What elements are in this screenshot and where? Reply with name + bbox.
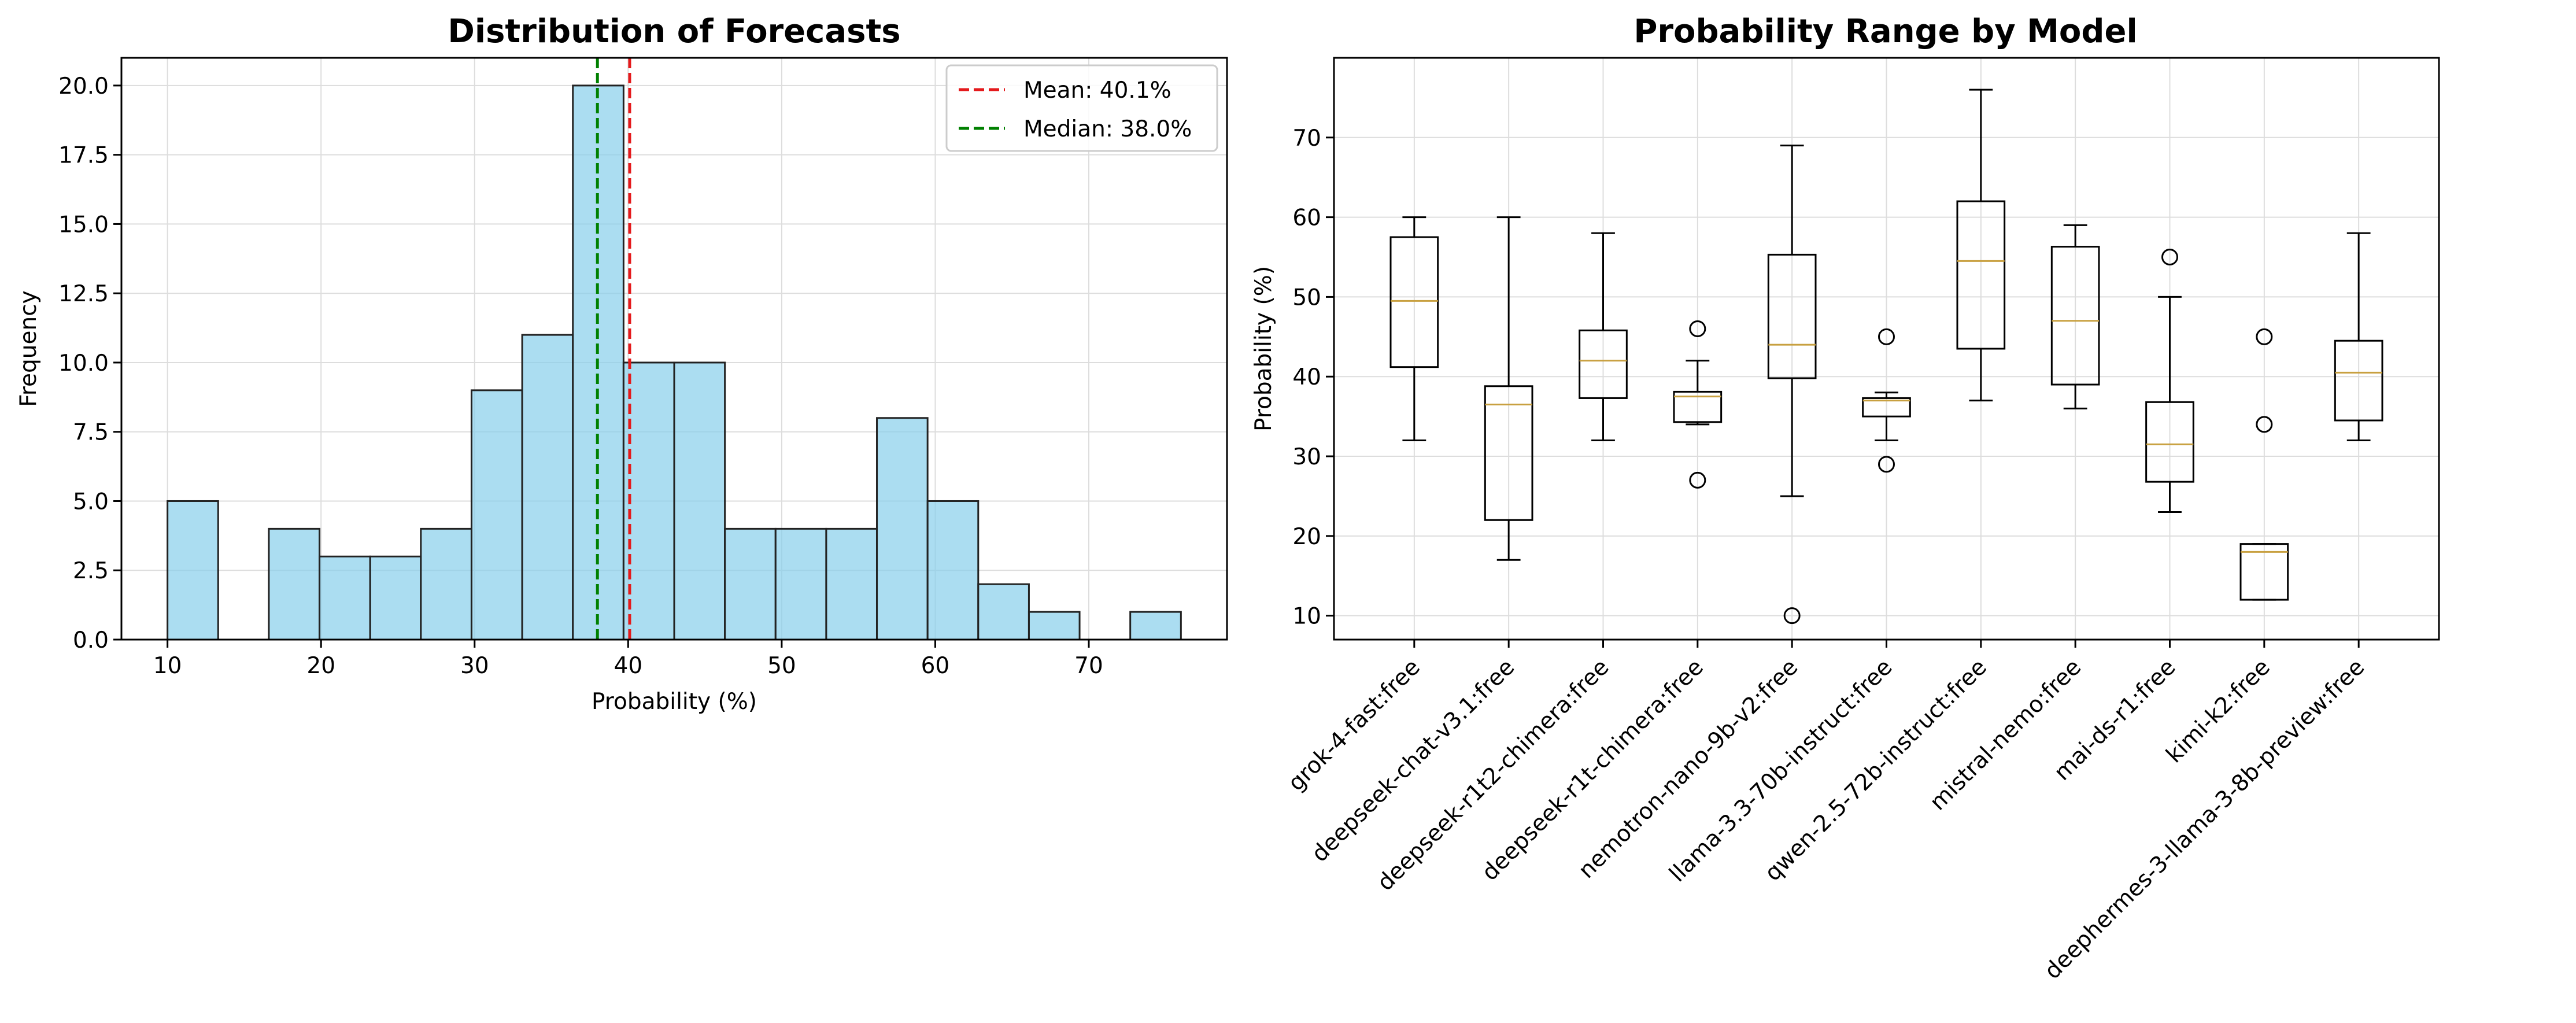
iqr-box xyxy=(1956,200,2006,350)
boxplot-x-ticks: grok-4-fast:freedeepseek-chat-v3.1:freed… xyxy=(1283,640,2370,984)
histogram-reference-lines xyxy=(596,58,631,640)
iqr-box xyxy=(2050,246,2100,386)
y-tick-label: 10.0 xyxy=(58,350,109,376)
y-tick-label: 60 xyxy=(1292,205,1321,231)
y-tick-label: 12.5 xyxy=(58,281,109,307)
histogram-bar xyxy=(1028,611,1081,641)
iqr-box xyxy=(2145,401,2194,483)
legend-median-label: Median: 38.0% xyxy=(1023,116,1192,142)
histogram-bar xyxy=(926,500,980,641)
x-tick-label: deepseek-chat-v3.1:free xyxy=(1307,654,1520,867)
histogram-x-axis-label: Probability (%) xyxy=(592,689,757,715)
y-tick-label: 20 xyxy=(1292,524,1321,550)
boxplot-y-axis-label: Probability (%) xyxy=(1251,266,1277,431)
histogram-chart: Distribution of Forecasts 10 20 30 40 50 60 70… xyxy=(16,13,1228,715)
legend-frame xyxy=(945,64,1218,152)
y-tick-label: 10 xyxy=(1292,604,1321,630)
outlier-point xyxy=(2161,249,2178,266)
histogram-bar xyxy=(825,527,878,641)
histogram-bar xyxy=(1129,611,1182,641)
histogram-y-axis-label: Frequency xyxy=(16,290,42,407)
y-tick-label: 5.0 xyxy=(73,489,109,515)
histogram-plot-frame xyxy=(120,57,1228,641)
iqr-box xyxy=(2239,543,2289,601)
y-tick-label: 15.0 xyxy=(58,212,109,238)
outlier-point xyxy=(1878,328,1895,345)
box-mistral-nemo-free xyxy=(2050,224,2100,409)
x-tick-label: 50 xyxy=(767,653,796,679)
histogram-bar xyxy=(470,389,523,641)
y-tick-label: 30 xyxy=(1292,444,1321,470)
histogram-bar xyxy=(622,361,675,641)
histogram-bar xyxy=(724,527,777,641)
boxplot-title: Probability Range by Model xyxy=(1633,13,2137,50)
histogram-bar xyxy=(420,527,472,641)
x-tick-label: deephermes-3-llama-3-8b-preview:free xyxy=(2039,654,2370,984)
y-tick-label: 17.5 xyxy=(58,143,109,169)
box-qwen-2-5-72b-instruct-free xyxy=(1956,88,2006,402)
box-deepseek-chat-v3-1-free xyxy=(1484,216,1533,561)
iqr-box xyxy=(1389,236,1439,368)
x-tick-label: 30 xyxy=(460,653,489,679)
y-tick-label: 40 xyxy=(1292,364,1321,390)
iqr-box xyxy=(1862,397,1911,418)
histogram-bar xyxy=(673,361,726,641)
box-grok-4-fast-free xyxy=(1389,216,1439,441)
histogram-bar xyxy=(369,555,422,641)
x-tick-label: 20 xyxy=(306,653,335,679)
box-deepseek-r1t-chimera-free xyxy=(1673,320,1723,489)
y-tick-label: 20.0 xyxy=(58,73,109,99)
iqr-box xyxy=(1673,390,1723,423)
histogram-bars xyxy=(167,84,1182,641)
y-tick-label: 70 xyxy=(1292,125,1321,152)
iqr-box xyxy=(1767,253,1817,379)
boxplot-boxes xyxy=(1389,88,2383,625)
x-tick-label: 10 xyxy=(153,653,182,679)
histogram-bar xyxy=(167,500,219,641)
outlier-point xyxy=(2256,328,2273,345)
box-kimi-k2-free xyxy=(2239,328,2289,601)
histogram-bar xyxy=(774,527,827,641)
boxplot-chart: Probability Range by Model grok-4-fast:f… xyxy=(1251,13,2440,984)
x-tick-label: 60 xyxy=(921,653,950,679)
outlier-point xyxy=(2256,416,2273,433)
outlier-point xyxy=(1878,456,1895,473)
y-tick-label: 50 xyxy=(1292,285,1321,311)
x-tick-label: 70 xyxy=(1074,653,1103,679)
histogram-bar xyxy=(876,417,929,641)
iqr-box xyxy=(1579,329,1628,399)
box-llama-3-3-70b-instruct-free xyxy=(1862,328,1911,473)
y-tick-label: 7.5 xyxy=(73,420,109,446)
histogram-legend: Mean: 40.1% Median: 38.0% xyxy=(945,64,1218,152)
box-deephermes-3-llama-3-8b-preview-free xyxy=(2334,232,2383,441)
outlier-point xyxy=(1783,607,1801,625)
outlier-point xyxy=(1689,320,1706,338)
box-mai-ds-r1-free xyxy=(2145,249,2194,514)
x-tick-label: 40 xyxy=(614,653,643,679)
histogram-title: Distribution of Forecasts xyxy=(448,13,900,50)
histogram-bar xyxy=(319,555,371,641)
iqr-box xyxy=(2334,339,2383,422)
histogram-bar xyxy=(977,583,1030,641)
y-tick-label: 2.5 xyxy=(73,558,109,584)
iqr-box xyxy=(1484,385,1533,521)
boxplot-y-ticks: 10 20 30 40 50 60 70 xyxy=(1292,125,1334,630)
box-deepseek-r1t2-chimera-free xyxy=(1579,232,1628,441)
histogram-bar xyxy=(268,527,321,641)
box-nemotron-nano-9b-v2-free xyxy=(1767,145,1817,625)
histogram-bar xyxy=(521,334,574,641)
y-tick-label: 0.0 xyxy=(73,627,109,653)
histogram-y-ticks: 0.0 2.5 5.0 7.5 10.0 12.5 15.0 17.5 20.0 xyxy=(58,73,121,653)
outlier-point xyxy=(1689,471,1706,489)
histogram-x-ticks: 10 20 30 40 50 60 70 xyxy=(153,640,1103,679)
legend-mean-label: Mean: 40.1% xyxy=(1023,77,1171,104)
histogram-grid xyxy=(121,58,1227,640)
